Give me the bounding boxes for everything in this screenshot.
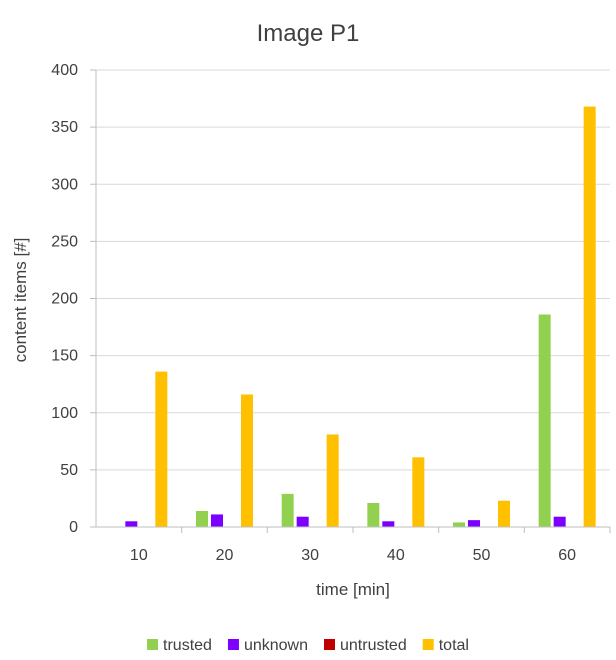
bar-total-50 — [498, 500, 510, 527]
legend-label-untrusted: untrusted — [340, 637, 407, 654]
x-tick-label: 50 — [473, 547, 491, 564]
y-tick-labels: 0 50 100 150 200 250 300 350 400 — [51, 62, 78, 536]
bar-unknown-10 — [125, 521, 138, 527]
bar-total-30 — [326, 434, 339, 527]
bars-group — [125, 106, 596, 527]
bar-total-40 — [412, 457, 425, 527]
y-tick-label: 0 — [69, 519, 78, 536]
legend-swatch-total — [422, 639, 434, 650]
bar-trusted-30 — [281, 493, 294, 527]
x-tick-label: 20 — [216, 547, 234, 564]
legend-swatch-trusted — [147, 639, 159, 650]
bar-unknown-40 — [382, 521, 395, 527]
bar-total-20 — [241, 394, 253, 527]
bar-unknown-60 — [553, 516, 566, 527]
grid-lines — [96, 69, 610, 471]
legend-label-unknown: unknown — [244, 637, 308, 654]
bar-trusted-60 — [538, 314, 551, 527]
legend: trusted unknown untrusted total — [147, 637, 469, 654]
x-tick-label: 60 — [558, 547, 576, 564]
y-tick-label: 200 — [51, 291, 78, 308]
y-tick-label: 50 — [60, 462, 78, 479]
bar-unknown-20 — [211, 514, 223, 527]
y-tick-label: 350 — [51, 119, 78, 136]
x-tick-labels: 10 20 30 40 50 60 — [130, 547, 576, 564]
chart-title: Image P1 — [257, 20, 360, 47]
y-tick-label: 250 — [51, 233, 78, 250]
bar-total-60 — [583, 106, 596, 527]
bar-trusted-20 — [196, 511, 208, 527]
y-tick-label: 150 — [51, 348, 78, 365]
axes — [90, 69, 611, 533]
bar-trusted-50 — [453, 522, 465, 527]
x-tick-label: 40 — [387, 547, 405, 564]
legend-swatch-unknown — [227, 639, 239, 650]
y-tick-label: 400 — [51, 62, 78, 79]
y-axis-label: content items [#] — [11, 238, 30, 363]
legend-label-total: total — [439, 637, 469, 654]
bar-unknown-50 — [468, 520, 480, 527]
x-tick-label: 30 — [301, 547, 319, 564]
x-axis-label: time [min] — [316, 580, 390, 599]
bar-trusted-40 — [367, 503, 380, 527]
y-tick-label: 100 — [51, 405, 78, 422]
bar-unknown-30 — [296, 516, 309, 527]
x-tick-label: 10 — [130, 547, 148, 564]
legend-swatch-untrusted — [324, 639, 335, 650]
legend-label-trusted: trusted — [163, 637, 212, 654]
y-tick-label: 300 — [51, 176, 78, 193]
bar-total-10 — [155, 371, 168, 527]
